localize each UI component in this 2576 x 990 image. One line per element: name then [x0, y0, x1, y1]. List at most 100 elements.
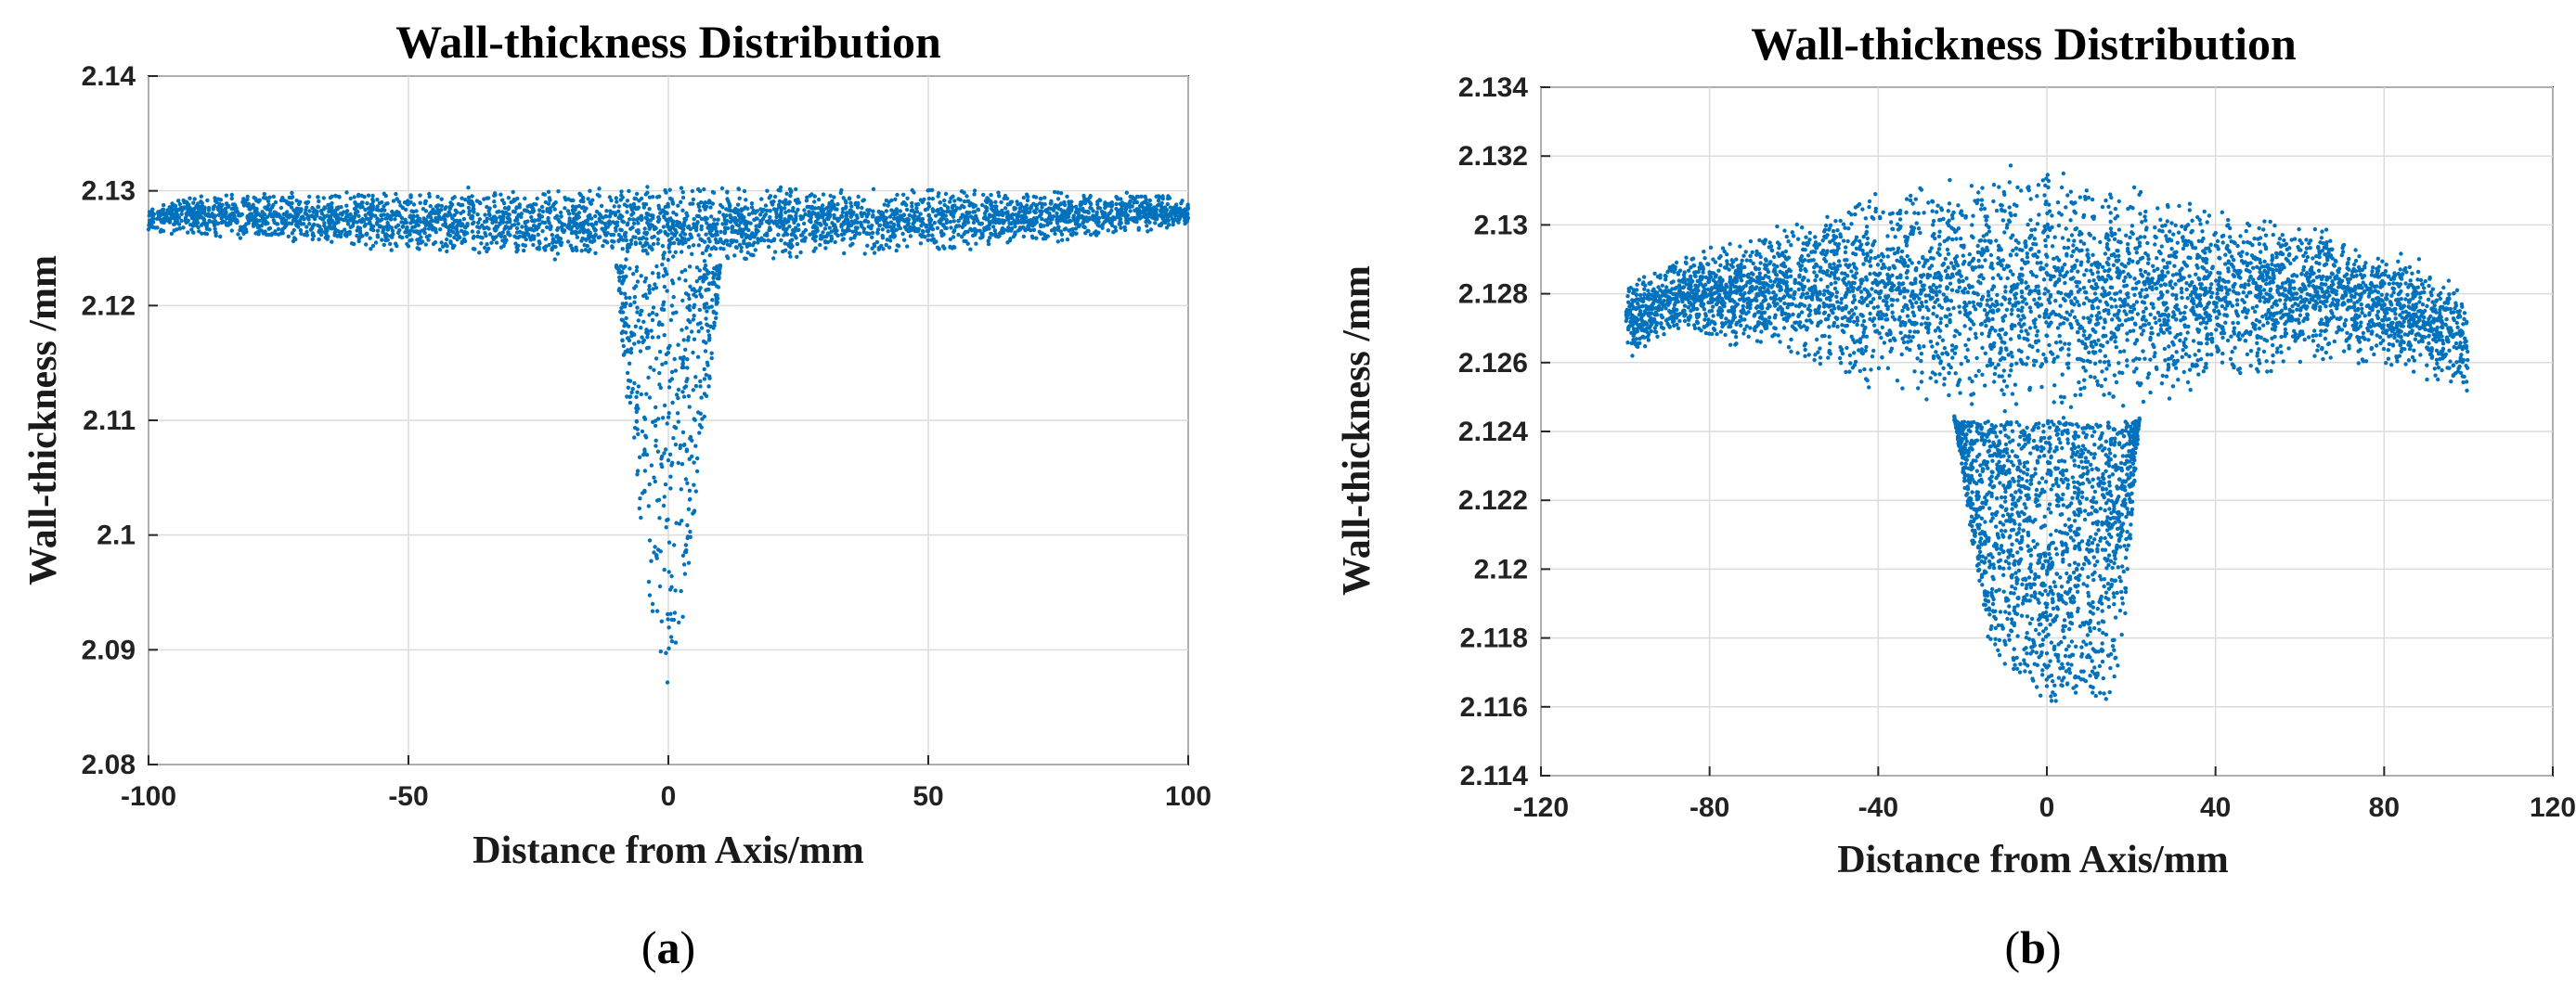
- scatter-point: [870, 230, 875, 236]
- scatter-point: [872, 251, 877, 255]
- scatter-point: [514, 205, 519, 210]
- scatter-point: [771, 238, 776, 243]
- scatter-point: [688, 496, 693, 502]
- scatter-point: [365, 200, 369, 206]
- scatter-point: [699, 326, 705, 330]
- scatter-point: [952, 199, 957, 203]
- scatter-point: [368, 236, 372, 240]
- scatter-point: [1980, 345, 1985, 351]
- scatter-point: [311, 234, 317, 238]
- scatter-point: [150, 207, 155, 212]
- scatter-point: [681, 365, 686, 370]
- scatter-point: [795, 254, 799, 259]
- scatter-point: [607, 195, 613, 199]
- scatter-point: [286, 234, 291, 238]
- scatter-point: [582, 209, 587, 213]
- scatter-point: [540, 228, 545, 234]
- scatter-point: [394, 212, 398, 218]
- scatter-point: [1017, 225, 1023, 230]
- scatter-point: [691, 388, 695, 392]
- scatter-point: [463, 225, 468, 230]
- scatter-point: [470, 194, 474, 199]
- scatter-point: [1147, 212, 1153, 218]
- scatter-point: [948, 199, 952, 204]
- scatter-point: [926, 188, 930, 193]
- scatter-point: [622, 291, 628, 296]
- scatter-point: [686, 393, 692, 399]
- scatter-point: [1081, 219, 1086, 224]
- scatter-point: [626, 385, 630, 390]
- scatter-point: [1160, 206, 1165, 212]
- scatter-point: [671, 295, 676, 300]
- scatter-point: [840, 238, 845, 242]
- scatter-point: [1164, 225, 1170, 230]
- scatter-point: [685, 366, 690, 370]
- scatter-point: [429, 223, 434, 228]
- scatter-point: [702, 392, 707, 396]
- scatter-point: [949, 225, 953, 230]
- scatter-point: [604, 209, 609, 213]
- scatter-point: [760, 208, 765, 212]
- scatter-point: [728, 208, 732, 212]
- scatter-point: [714, 311, 718, 315]
- scatter-point: [695, 456, 700, 461]
- scatter-point: [938, 199, 942, 205]
- scatter-point: [934, 213, 938, 218]
- scatter-point: [684, 379, 689, 384]
- scatter-point: [844, 213, 849, 219]
- scatter-point: [1001, 221, 1006, 225]
- scatter-point: [838, 190, 843, 196]
- scatter-point: [500, 230, 505, 235]
- scatter-point: [592, 228, 598, 233]
- scatter-point: [2320, 229, 2324, 234]
- scatter-point: [808, 193, 812, 198]
- scatter-point: [1909, 193, 1913, 199]
- scatter-point: [1015, 220, 1020, 225]
- scatter-point: [982, 211, 988, 216]
- scatter-point: [265, 199, 271, 204]
- scatter-point: [308, 227, 314, 232]
- scatter-point: [1122, 227, 1128, 233]
- scatter-point: [362, 195, 367, 199]
- scatter-point: [698, 384, 703, 389]
- scatter-point: [654, 313, 659, 317]
- scatter-point: [1970, 402, 1974, 406]
- scatter-point: [1080, 215, 1084, 220]
- scatter-point: [470, 229, 475, 234]
- scatter-point: [422, 226, 427, 231]
- scatter-point: [304, 205, 309, 210]
- scatter-point: [911, 208, 915, 212]
- scatter-point: [263, 216, 267, 222]
- scatter-point: [631, 221, 637, 225]
- scatter-point: [676, 395, 680, 401]
- scatter-point: [483, 212, 487, 217]
- scatter-point: [632, 295, 638, 300]
- scatter-point: [357, 228, 363, 234]
- scatter-point: [684, 449, 689, 454]
- scatter-point: [545, 225, 550, 230]
- scatter-point: [1825, 284, 1830, 289]
- scatter-point: [445, 237, 449, 242]
- scatter-point: [531, 224, 537, 228]
- scatter-point: [572, 218, 576, 224]
- scatter-point: [1106, 228, 1111, 233]
- scatter-point: [891, 216, 897, 221]
- scatter-point: [762, 238, 767, 243]
- scatter-point: [812, 194, 817, 199]
- scatter-point: [669, 617, 674, 623]
- scatter-point: [639, 308, 643, 314]
- scatter-point: [365, 216, 369, 222]
- scatter-point: [651, 241, 656, 247]
- scatter-point: [657, 217, 662, 222]
- scatter-point: [312, 208, 317, 212]
- scatter-point: [563, 195, 567, 200]
- scatter-point: [626, 242, 631, 247]
- scatter-point: [586, 222, 591, 226]
- scatter-point: [883, 219, 887, 224]
- scatter-point: [365, 231, 369, 236]
- scatter-point: [539, 204, 545, 210]
- scatter-point: [1715, 331, 1719, 337]
- scatter-point: [2423, 278, 2427, 284]
- scatter-point: [1134, 219, 1139, 225]
- scatter-point: [783, 201, 788, 207]
